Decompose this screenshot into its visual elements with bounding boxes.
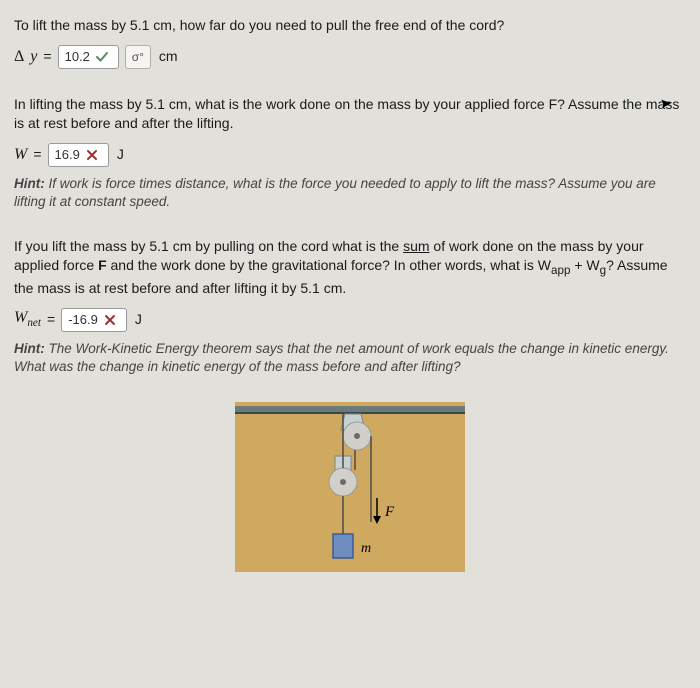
answer-input-dy[interactable]: 10.2 [58, 45, 119, 69]
pulley-diagram: F m [14, 402, 686, 572]
check-icon [92, 47, 112, 67]
label-m: m [361, 541, 371, 556]
q3-text-a: If you lift the mass by 5.1 cm by pullin… [14, 238, 403, 254]
equals-1: = [43, 47, 51, 66]
x-icon-2 [100, 310, 120, 330]
answer-input-Wnet[interactable]: -16.9 [61, 308, 127, 332]
q3-text-c: and the work done by the gravitational f… [107, 257, 538, 273]
answer-value-dy: 10.2 [65, 48, 90, 66]
equals-3: = [47, 310, 55, 329]
var-Wnet: Wnet [14, 307, 41, 331]
question-2: In lifting the mass by 5.1 cm, what is t… [14, 95, 686, 211]
unit-J-1: J [117, 145, 124, 164]
hint-2: Hint: The Work-Kinetic Energy theorem sa… [14, 340, 686, 376]
answer-value-Wnet: -16.9 [68, 311, 98, 329]
answer-value-W: 16.9 [55, 146, 80, 164]
formula-row-2: W = 16.9 J [14, 143, 686, 167]
unit-cm: cm [159, 47, 178, 66]
question-3-text: If you lift the mass by 5.1 cm by pullin… [14, 237, 686, 297]
x-icon [82, 145, 102, 165]
hint-1-text: If work is force times distance, what is… [14, 176, 656, 209]
hint-2-text: The Work-Kinetic Energy theorem says tha… [14, 341, 669, 374]
pulley-svg: F m [235, 402, 465, 572]
answer-input-W[interactable]: 16.9 [48, 143, 109, 167]
var-y: y [30, 46, 37, 68]
cursor-icon: ➤ [659, 94, 672, 114]
formula-row-1: Δy = 10.2 σ° cm [14, 45, 686, 69]
formula-row-3: Wnet = -16.9 J [14, 307, 686, 331]
question-2-text: In lifting the mass by 5.1 cm, what is t… [14, 95, 686, 133]
var-W: W [14, 144, 27, 166]
question-1: To lift the mass by 5.1 cm, how far do y… [14, 16, 686, 69]
label-F: F [384, 504, 395, 520]
unit-J-2: J [135, 310, 142, 329]
degree-button[interactable]: σ° [125, 45, 151, 69]
equals-2: = [33, 145, 41, 164]
q3-sum: sum [403, 238, 429, 254]
question-1-text: To lift the mass by 5.1 cm, how far do y… [14, 16, 686, 35]
delta-symbol: Δ [14, 46, 24, 68]
hint-1: Hint: If work is force times distance, w… [14, 175, 686, 211]
question-3: If you lift the mass by 5.1 cm by pullin… [14, 237, 686, 376]
